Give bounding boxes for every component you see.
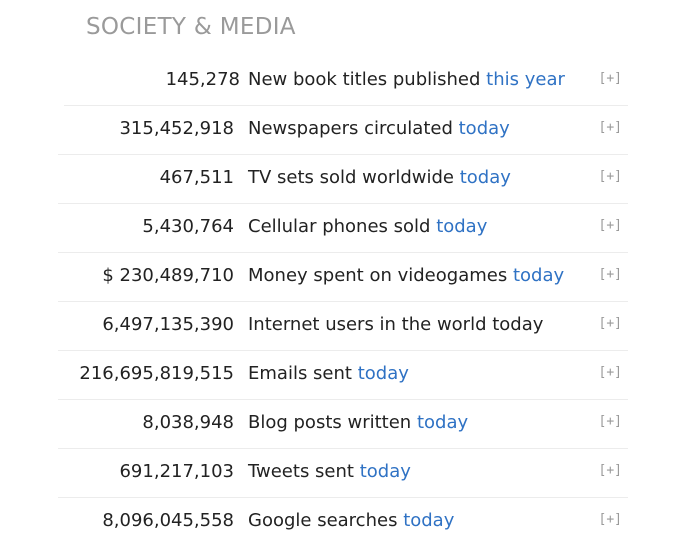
counter-value: 145,278 xyxy=(165,69,240,90)
counter-label-text: Blog posts written xyxy=(248,412,412,433)
counter-period-link[interactable]: today xyxy=(512,265,565,286)
expand-toggle-button[interactable]: [+] xyxy=(598,316,622,331)
counter-label-text: Internet users in the world today xyxy=(248,314,544,335)
counter-period-link[interactable]: today xyxy=(403,510,455,531)
counter-period-link[interactable]: today xyxy=(416,412,469,433)
counter-row-tweets: 691,217,103 Tweets sent today [+] xyxy=(58,449,628,498)
expand-toggle-button[interactable]: [+] xyxy=(598,365,622,380)
counter-period-link[interactable]: this year xyxy=(486,69,565,90)
expand-toggle-button[interactable]: [+] xyxy=(598,414,622,429)
counter-label-text: New book titles published xyxy=(248,69,481,90)
counter-label: Emails sent today xyxy=(248,363,409,384)
counter-value: 8,038,948 xyxy=(142,412,234,433)
counter-period-link[interactable]: today xyxy=(458,118,510,139)
counter-value: 216,695,819,515 xyxy=(79,363,234,384)
counter-value: 315,452,918 xyxy=(119,118,234,139)
counter-row-tv-sets: 467,511 TV sets sold worldwide today [+] xyxy=(58,155,628,204)
expand-toggle-button[interactable]: [+] xyxy=(598,169,622,184)
counter-row-newspapers: 315,452,918 Newspapers circulated today … xyxy=(58,106,628,155)
counter-row-blog-posts: 8,038,948 Blog posts written today [+] xyxy=(58,400,628,449)
counter-period-link[interactable]: today xyxy=(459,167,511,188)
counter-label-text: Emails sent xyxy=(248,363,352,384)
counter-row-emails: 216,695,819,515 Emails sent today [+] xyxy=(58,351,628,400)
counter-value: 691,217,103 xyxy=(119,461,234,482)
counter-row-google-searches: 8,096,045,558 Google searches today [+] xyxy=(58,498,628,547)
counter-row-videogames: $ 230,489,710 Money spent on videogames … xyxy=(58,253,628,302)
expand-toggle-button[interactable]: [+] xyxy=(598,267,622,282)
counter-value: 467,511 xyxy=(159,167,234,188)
counter-label-text: TV sets sold worldwide xyxy=(248,167,454,188)
counter-label: Google searches today xyxy=(248,510,454,531)
counter-label-text: Google searches xyxy=(248,510,398,531)
counter-label: Internet users in the world today xyxy=(248,314,543,335)
expand-toggle-button[interactable]: [+] xyxy=(598,512,622,527)
counter-label: New book titles published this year xyxy=(248,69,565,90)
counter-label-text: Cellular phones sold xyxy=(248,216,431,237)
counter-value: 5,430,764 xyxy=(142,216,234,237)
counter-label: TV sets sold worldwide today xyxy=(248,167,511,188)
counter-row-book-titles: 145,278 New book titles published this y… xyxy=(64,57,628,106)
counter-label: Blog posts written today xyxy=(248,412,468,433)
expand-toggle-button[interactable]: [+] xyxy=(598,71,622,86)
expand-toggle-button[interactable]: [+] xyxy=(598,120,622,135)
counter-period-link[interactable]: today xyxy=(436,216,488,237)
expand-toggle-button[interactable]: [+] xyxy=(598,218,622,233)
counter-label: Newspapers circulated today xyxy=(248,118,510,139)
counter-label-text: Newspapers circulated xyxy=(248,118,453,139)
expand-toggle-button[interactable]: [+] xyxy=(598,463,622,478)
counter-value: $ 230,489,710 xyxy=(102,265,234,286)
counter-list: 145,278 New book titles published this y… xyxy=(58,57,628,547)
counter-label: Tweets sent today xyxy=(248,461,411,482)
counter-label: Money spent on videogames today xyxy=(248,265,564,286)
counter-row-cellular-phones: 5,430,764 Cellular phones sold today [+] xyxy=(58,204,628,253)
section-title: SOCIETY & MEDIA xyxy=(86,14,296,40)
counter-label-text: Tweets sent xyxy=(248,461,354,482)
counter-period-link[interactable]: today xyxy=(359,461,411,482)
counter-value: 8,096,045,558 xyxy=(102,510,234,531)
counter-value: 6,497,135,390 xyxy=(102,314,234,335)
counter-period-link[interactable]: today xyxy=(357,363,409,384)
counter-label: Cellular phones sold today xyxy=(248,216,487,237)
counter-row-internet-users: 6,497,135,390 Internet users in the worl… xyxy=(58,302,628,351)
counter-label-text: Money spent on videogames xyxy=(248,265,508,286)
